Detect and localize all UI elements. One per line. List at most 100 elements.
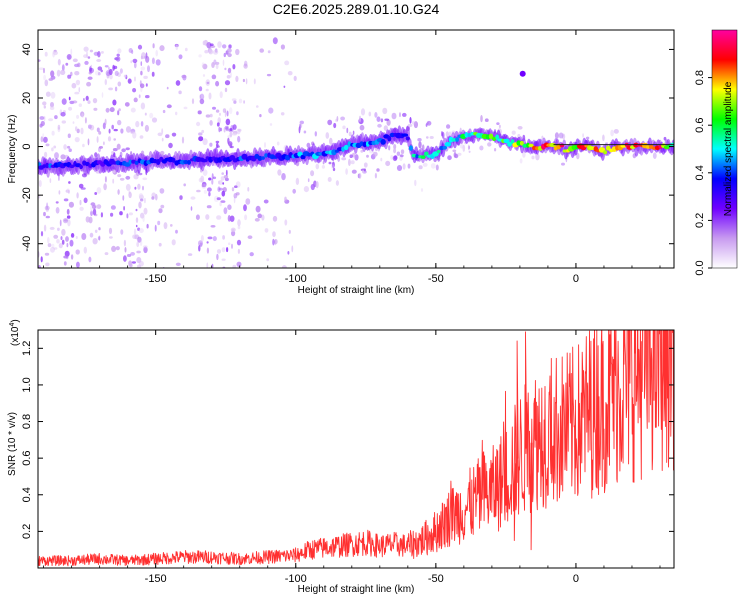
speckle [259,48,265,53]
speckle [168,142,173,149]
speckle [582,133,584,138]
speckle [128,191,132,199]
speckle [66,188,70,193]
speckle [315,181,319,189]
speckle [38,59,41,62]
speckle [97,236,101,240]
speckle [445,131,449,138]
speckle [190,206,193,211]
speckle [221,258,226,261]
speckle [219,112,221,116]
speckle [229,107,233,115]
speckle [68,181,71,184]
speckle [74,91,80,95]
speckle [284,219,288,226]
speckle [214,48,218,53]
speckle [209,120,213,126]
speckle [181,274,183,281]
speckle [53,247,58,250]
speckle [118,108,121,112]
speckle [89,232,94,238]
speckle [113,138,116,141]
speckle [119,177,125,181]
speckle [263,199,269,204]
speckle [132,270,137,276]
speckle [76,192,79,199]
speckle [346,127,349,134]
x-tick-label: -50 [428,273,444,285]
ridge-blob [415,154,419,159]
ridge-blob [411,153,417,158]
speckle [83,98,85,102]
speckle [218,180,220,185]
speckle [468,150,471,153]
speckle [335,180,339,186]
speckle [147,65,150,73]
ridge-blob [492,136,497,141]
speckle [232,264,237,268]
speckle [272,238,275,246]
speckle [88,268,91,273]
speckle [65,236,69,242]
speckle [114,70,119,77]
ridge-blob [436,149,441,154]
speckle [223,127,226,133]
speckle [303,186,309,193]
speckle [87,100,91,104]
speckle [115,56,121,62]
speckle [468,145,471,150]
speckle [215,61,220,65]
ridge-blob [464,132,469,138]
speckle [496,122,500,125]
speckle [388,145,391,151]
speckle [222,108,227,113]
speckle [284,60,290,66]
speckle [202,74,206,77]
speckle [222,44,227,49]
spectrogram-y-label: Frequency (Hz) [7,115,18,184]
speckle [78,87,81,93]
speckle [143,207,148,215]
speckle [157,132,163,137]
speckle [140,212,145,219]
speckle [161,137,164,142]
speckle [384,118,390,121]
speckle [231,243,233,249]
speckle [487,142,492,147]
speckle [602,134,605,142]
speckle [134,186,137,190]
speckle [202,138,208,146]
speckle [82,143,85,148]
speckle [77,270,81,275]
speckle [213,195,219,202]
snr-panel: -150 -100 -50 0 0.2 0.4 0.6 0.8 1.0 1.2 Height o… [7,319,675,595]
speckle [426,121,429,125]
speckle [175,262,181,266]
speckle [484,118,489,122]
speckle [52,50,58,56]
speckle [136,241,140,248]
speckle [63,261,67,266]
speckle [134,61,137,69]
snr-y-label: SNR (10 * v/v) [7,412,18,476]
speckle [112,169,116,174]
ridge-blob [261,156,265,160]
speckle [128,48,133,53]
speckle [76,128,80,134]
speckle [179,195,183,200]
speckle [142,185,144,191]
speckle [98,227,101,231]
snr-x-label: Height of straight line (km) [298,584,415,595]
speckle [321,165,325,169]
ridge-blob [257,155,263,161]
speckle [53,234,59,239]
speckle [86,81,92,87]
spectrogram-frame [37,29,675,269]
speckle [155,59,161,66]
speckle [136,250,141,254]
speckle [223,52,226,58]
speckle [171,132,177,137]
speckle [230,72,232,78]
y-tick-label: 0.2 [21,524,33,539]
speckle [420,188,424,192]
